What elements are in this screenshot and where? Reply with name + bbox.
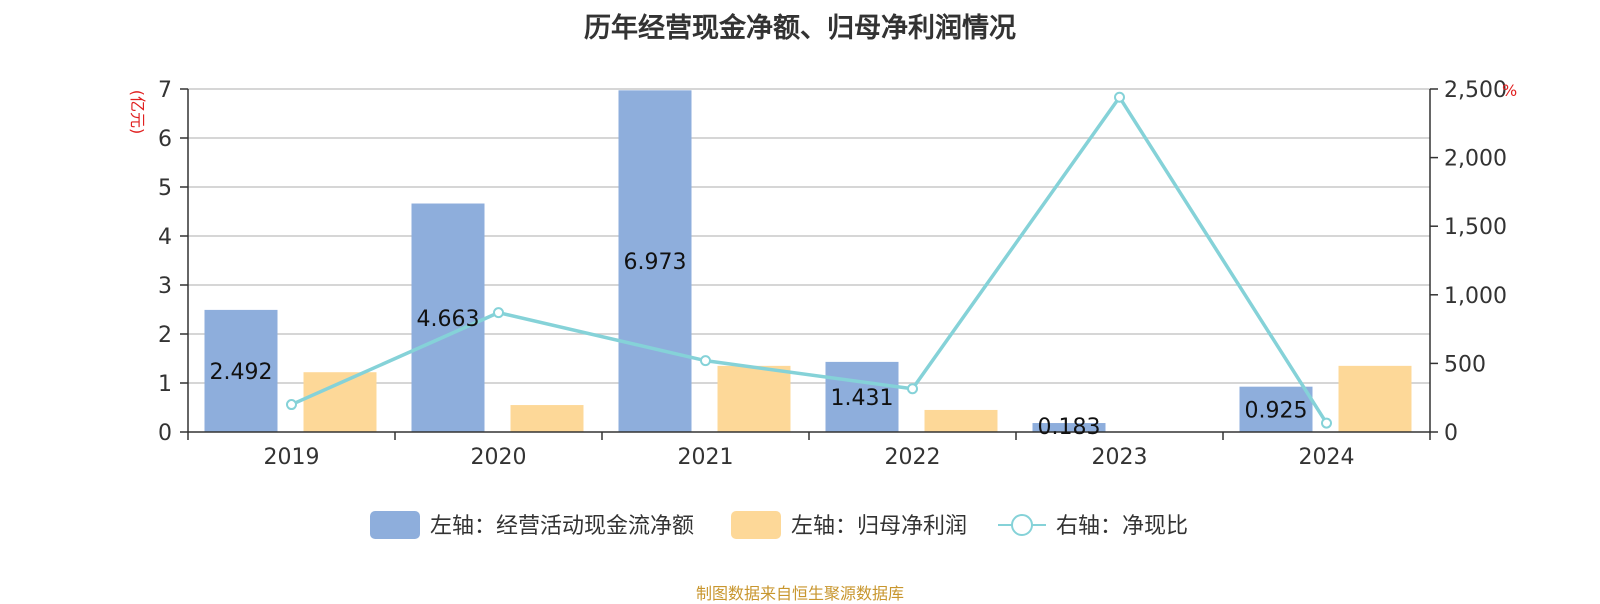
ratio-line-point xyxy=(907,383,918,395)
ratio-line-point xyxy=(1114,91,1125,103)
x-axis-tick-label: 2022 xyxy=(885,445,941,470)
data-label-cashflow: 4.663 xyxy=(417,307,480,332)
ratio-line-point xyxy=(700,355,711,367)
left-axis-tick-label: 2 xyxy=(158,323,172,348)
legend-swatch-cashflow xyxy=(370,511,420,539)
bar-cashflow xyxy=(204,309,278,432)
data-label-cashflow: 0.925 xyxy=(1245,398,1308,423)
ratio-line-point xyxy=(493,307,504,319)
ratio-line-point xyxy=(286,399,297,411)
data-label-cashflow: 2.492 xyxy=(210,360,273,385)
bars xyxy=(204,90,1412,432)
right-axis-tick-label: 1,000 xyxy=(1444,284,1507,309)
chart-title: 历年经营现金净额、归母净利润情况 xyxy=(584,13,1016,44)
left-axis-tick-label: 7 xyxy=(158,78,172,103)
bar-profit xyxy=(510,405,584,432)
right-axis-tick-label: 1,500 xyxy=(1444,215,1507,240)
right-axis-unit-label: % xyxy=(1502,81,1517,100)
bar-profit xyxy=(1338,365,1412,432)
data-label-cashflow: 1.431 xyxy=(831,386,894,411)
bar-cashflow xyxy=(825,361,899,432)
bar-cashflow xyxy=(411,203,485,432)
left-axis-tick-label: 6 xyxy=(158,127,172,152)
right-axis-tick-label: 2,000 xyxy=(1444,147,1507,172)
data-labels: 2.492 4.663 6.973 1.431 0.183 0.925 xyxy=(210,250,1308,440)
x-axis-tick-label: 2023 xyxy=(1092,445,1148,470)
legend-label-ratio: 右轴：净现比 xyxy=(1056,514,1188,539)
bar-cashflow xyxy=(1032,423,1106,432)
bar-cashflow xyxy=(618,90,692,432)
right-axis-tick-label: 0 xyxy=(1444,421,1458,446)
left-axis-unit-label: (亿元) xyxy=(128,90,147,135)
legend-label-profit: 左轴：归母净利润 xyxy=(791,514,967,539)
legend-label-cashflow: 左轴：经营活动现金流净额 xyxy=(430,514,694,539)
left-axis-tick-label: 5 xyxy=(158,176,172,201)
legend-marker-ratio xyxy=(1011,514,1033,536)
legend-swatch-profit xyxy=(731,511,781,539)
legend: 左轴：经营活动现金流净额 左轴：归母净利润 右轴：净现比 xyxy=(370,511,1188,539)
ratio-line xyxy=(286,91,1332,429)
x-axis-tick-label: 2020 xyxy=(471,445,527,470)
left-axis-tick-label: 1 xyxy=(158,372,172,397)
ratio-line-path xyxy=(290,94,1328,425)
x-axis-tick-label: 2024 xyxy=(1299,445,1355,470)
bar-profit xyxy=(924,409,998,432)
right-axis-tick-label: 500 xyxy=(1444,352,1486,377)
left-axis-tick-label: 0 xyxy=(158,421,172,446)
left-axis-tick-label: 4 xyxy=(158,225,172,250)
data-label-cashflow: 6.973 xyxy=(624,250,687,275)
bar-cashflow xyxy=(1239,386,1313,432)
left-axis-tick-label: 3 xyxy=(158,274,172,299)
right-axis-tick-label: 2,500 xyxy=(1444,78,1507,103)
x-axis-tick-label: 2021 xyxy=(678,445,734,470)
axes: 0 1 2 3 4 5 6 7 0 500 1,000 1,500 2,000 2,500 (亿元) % 201… xyxy=(128,78,1517,470)
source-note: 制图数据来自恒生聚源数据库 xyxy=(695,584,904,603)
ratio-line-point xyxy=(1321,417,1332,429)
x-axis-tick-label: 2019 xyxy=(264,445,320,470)
grid-lines xyxy=(188,88,1430,384)
bar-profit xyxy=(717,365,791,432)
data-label-cashflow: 0.183 xyxy=(1038,415,1101,440)
